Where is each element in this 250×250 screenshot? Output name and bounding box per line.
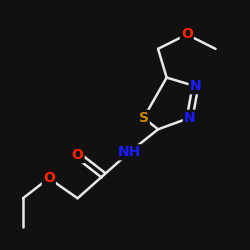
Text: N: N	[184, 111, 196, 125]
Text: O: O	[181, 28, 193, 42]
Text: S: S	[139, 111, 149, 125]
Text: NH: NH	[118, 145, 141, 159]
Text: O: O	[43, 171, 55, 185]
Text: N: N	[190, 79, 201, 93]
Text: O: O	[72, 148, 84, 162]
